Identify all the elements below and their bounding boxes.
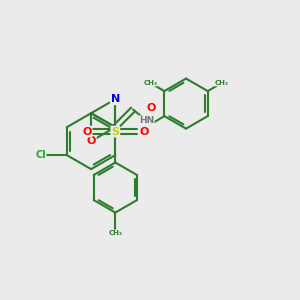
Text: CH₃: CH₃ <box>108 230 122 236</box>
Text: O: O <box>139 127 148 136</box>
Text: S: S <box>111 127 119 136</box>
Text: O: O <box>86 136 96 146</box>
Text: O: O <box>146 103 155 113</box>
Text: CH₃: CH₃ <box>215 80 229 86</box>
Text: CH₃: CH₃ <box>143 80 157 86</box>
Text: Cl: Cl <box>35 150 46 160</box>
Text: O: O <box>82 127 92 136</box>
Text: N: N <box>111 94 120 104</box>
Text: HN: HN <box>139 116 154 125</box>
